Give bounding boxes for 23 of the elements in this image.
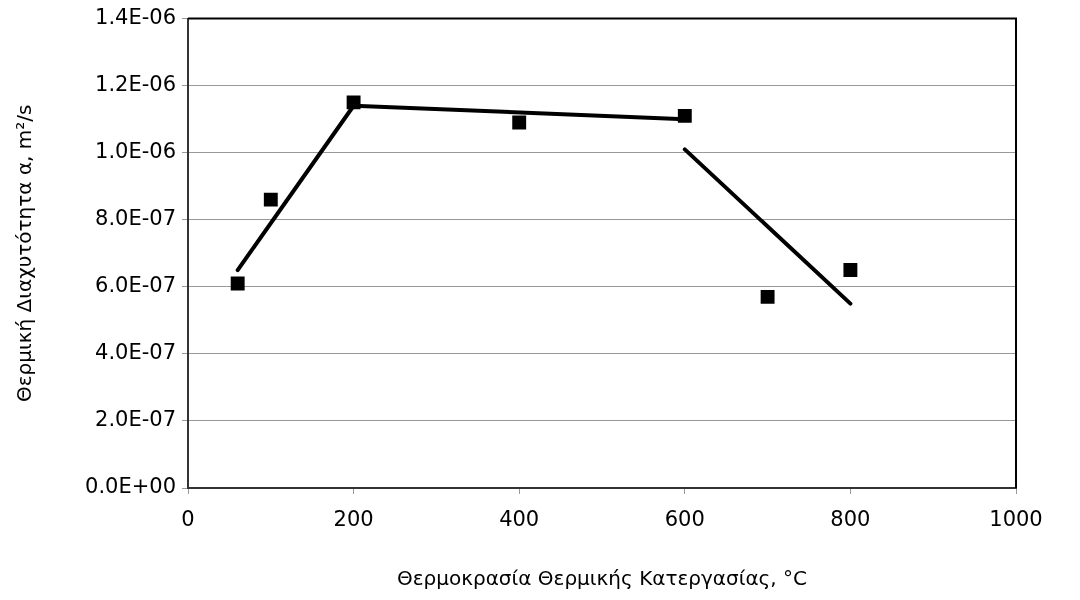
y-tick-label: 1.2E-06 bbox=[95, 72, 176, 97]
y-tick-label: 0.0E+00 bbox=[85, 474, 176, 499]
y-tick-label: 4.0E-07 bbox=[95, 340, 176, 365]
point bbox=[346, 95, 361, 110]
y-axis-title: Θερμική Διαχυτότητα α, m²/s bbox=[12, 104, 37, 403]
y-tick-label: 8.0E-07 bbox=[95, 206, 176, 231]
y-tick-label: 6.0E-07 bbox=[95, 273, 176, 298]
x-tick-label: 800 bbox=[830, 507, 871, 532]
point bbox=[512, 115, 527, 130]
y-tick-label: 2.0E-07 bbox=[95, 407, 176, 432]
y-tick-label: 1.4E-06 bbox=[95, 5, 176, 30]
point bbox=[263, 192, 278, 207]
x-tick-label: 1000 bbox=[989, 507, 1043, 532]
point bbox=[230, 276, 245, 291]
x-tick-label: 0 bbox=[181, 507, 195, 532]
x-tick-label: 400 bbox=[499, 507, 540, 532]
x-tick-label: 200 bbox=[333, 507, 374, 532]
x-axis-title: Θερμοκρασία Θερμικής Κατεργασίας, °C bbox=[396, 566, 808, 591]
point bbox=[843, 263, 858, 278]
point bbox=[677, 108, 692, 123]
y-tick-label: 1.0E-06 bbox=[95, 139, 176, 164]
x-tick-label: 600 bbox=[664, 507, 705, 532]
point bbox=[760, 289, 775, 304]
